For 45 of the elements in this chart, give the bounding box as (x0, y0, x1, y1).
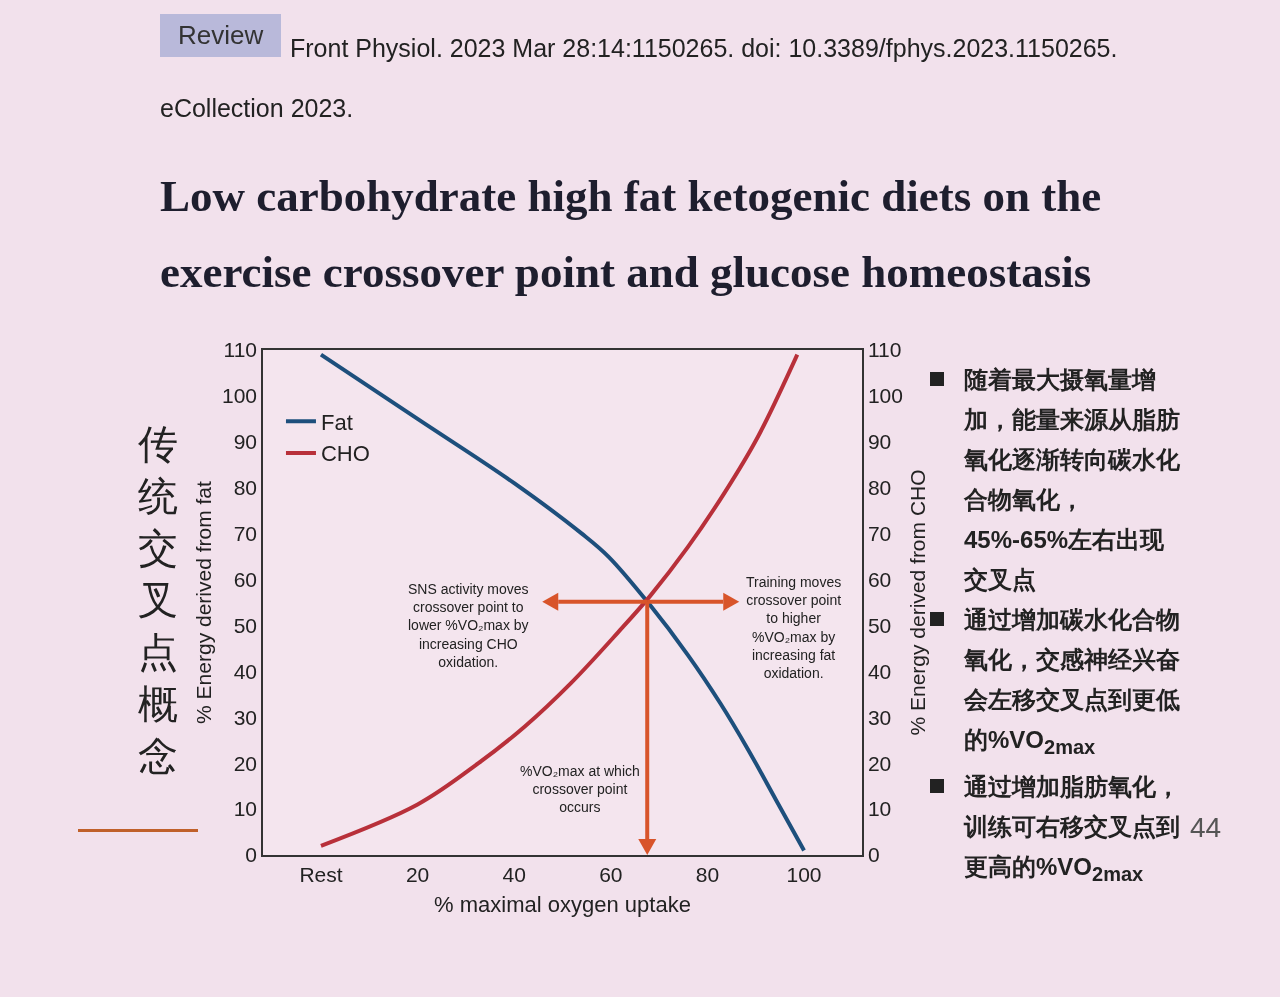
y-tick-label: 110 (223, 338, 258, 362)
y-tick-label: 70 (233, 521, 258, 545)
y-tick-label: 30 (233, 705, 258, 729)
legend-label: CHO (320, 441, 370, 467)
y-tick-label: 10 (233, 797, 258, 821)
y2-tick-label: 40 (867, 659, 892, 683)
y-tick-label: 80 (233, 476, 258, 500)
x-tick-label: 40 (502, 862, 526, 886)
y2-tick-label: 0 (867, 843, 880, 867)
y2-tick-label: 70 (867, 521, 892, 545)
annotation: Training moves crossover point to higher %VO₂max by increasing fat oxidation. (746, 574, 842, 681)
y2-tick-label: 100 (867, 384, 903, 408)
y2-tick-label: 90 (867, 430, 892, 454)
y2-tick-label: 110 (867, 338, 902, 362)
y2-axis-title: % Energy derived from CHO (906, 469, 929, 736)
y-tick-label: 50 (233, 613, 258, 637)
text: 通过增加碳水化合物氧化，交感神经兴奋会左移交叉点到更低的%VO$_{2max}$ (964, 606, 1180, 758)
y2-tick-label: 10 (867, 797, 892, 821)
y2-tick-label: 80 (867, 476, 892, 500)
x-tick-label: Rest (299, 862, 343, 886)
y-axis-title: % Energy derived from fat (191, 480, 215, 724)
text: Review (160, 14, 282, 57)
y2-tick-label: 20 (867, 751, 892, 775)
text: 随着最大摄氧量增加，能量来源从脂肪氧化逐渐转向碳水化合物氧化，45%-65%左右出现交叉点 (964, 366, 1180, 593)
y2-tick-label: 50 (867, 613, 892, 637)
y-tick-label: 20 (233, 751, 258, 775)
y2-tick-label: 60 (867, 567, 892, 591)
y-tick-label: 60 (233, 567, 258, 591)
chart-title: Low carbohydrate high fat ketogenic diets on the exercise crossover point and glucose homeostasis (160, 170, 1103, 299)
text: 44 (1190, 812, 1222, 844)
text: 通过增加脂肪氧化，训练可右移交叉点到更高的%VO$_{2max}$ (964, 772, 1180, 885)
annotation: SNS activity moves crossover point to lower %VO₂max by increasing CHO oxidation. (408, 581, 529, 670)
y-tick-label: 0 (245, 843, 258, 867)
y2-tick-label: 30 (867, 705, 892, 729)
y-tick-label: 100 (222, 384, 258, 408)
x-axis-title: % maximal oxygen uptake (434, 892, 691, 918)
y-tick-label: 90 (233, 430, 258, 454)
legend-label: Fat (320, 409, 353, 435)
x-tick-label: 60 (599, 862, 623, 886)
annotation: %VO₂max at which crossover point occurs (520, 763, 640, 816)
y-tick-label: 40 (233, 659, 258, 683)
x-tick-label: 80 (695, 862, 720, 886)
x-tick-label: 20 (405, 862, 430, 886)
text: 传统交叉点概念 (138, 421, 179, 780)
x-tick-label: 100 (786, 862, 822, 886)
